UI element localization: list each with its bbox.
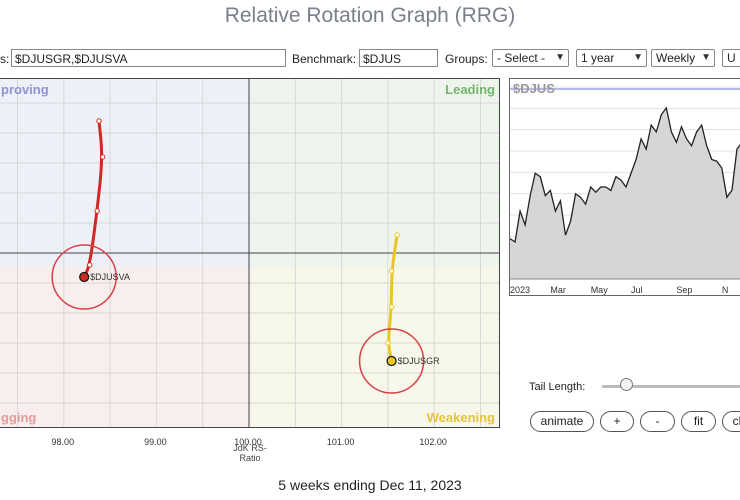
head-marker-djusva (79, 271, 90, 283)
symbols-input[interactable]: $DJUSGR,$DJUSVA (11, 49, 286, 67)
improving-label: proving (1, 82, 49, 97)
price-x-tick-label: N (722, 285, 729, 295)
price-x-tick-label: Mar (550, 285, 566, 295)
frequency-select[interactable]: Weekly ▼ (651, 49, 715, 67)
weakening-label: Weakening (426, 410, 495, 425)
tail-point-djusva (87, 262, 93, 268)
tail-point-djusva (100, 154, 106, 160)
rrg-x-tick-label: 102.00 (419, 437, 447, 447)
tail-line-djusgr (387, 233, 399, 363)
tail-point-djusva (96, 118, 102, 124)
groups-select[interactable]: - Select - ▼ (492, 49, 569, 67)
update-button[interactable]: U (722, 49, 740, 67)
highlight-ring-djusva (51, 244, 117, 310)
price-line (510, 106, 740, 244)
leading-label: Leading (445, 82, 495, 97)
groups-label: Groups: (445, 52, 488, 66)
rrg-plot-area[interactable]: $DJUSVA $DJUSGR proving Leading gging Wea… (0, 78, 500, 428)
tail-length-label: Tail Length: (529, 381, 586, 393)
price-x-tick-label: Jul (631, 285, 643, 295)
price-chart-svg: 2023 Mar May Jul Sep N (510, 86, 740, 295)
clear-button[interactable]: cl (722, 411, 740, 432)
rrg-x-tick-label: 100.00 (234, 437, 262, 447)
highlight-ring-djusgr (358, 328, 425, 394)
series-label-djusva: $DJUSVA (90, 272, 130, 282)
zoom-in-button[interactable]: + (600, 411, 634, 432)
rrg-x-tick-label: 99.00 (144, 437, 167, 447)
benchmark-price-chart: 2023 Mar May Jul Sep N $DJUS (509, 78, 740, 296)
rrg-chart-svg: $DJUSVA $DJUSGR (0, 79, 499, 427)
footer-date-range: 5 weeks ending Dec 11, 2023 (278, 477, 462, 493)
zoom-out-button[interactable]: - (640, 411, 675, 432)
chevron-down-icon: ▼ (701, 52, 711, 63)
quadrant-improving (0, 79, 252, 267)
tail-point-djusgr (385, 340, 391, 346)
price-x-tick-label: 2023 (510, 285, 530, 295)
tail-point-djusgr (388, 268, 395, 274)
animate-button[interactable]: animate (530, 411, 594, 432)
tail-point-djusgr (388, 304, 395, 310)
update-button-label: U (727, 51, 736, 65)
quadrant-weakening (252, 267, 499, 427)
tail-point-djusva (94, 208, 100, 214)
quadrant-lagging (0, 267, 252, 427)
lagging-label: gging (1, 410, 37, 425)
head-marker-djusgr (386, 355, 397, 367)
period-select-value: 1 year (581, 51, 615, 65)
quadrant-leading (252, 79, 499, 267)
rrg-x-axis: JdK RS-Ratio 98.00 99.00 100.00 101.00 102.0… (0, 430, 510, 463)
rrg-x-tick-label: 98.00 (51, 437, 75, 447)
price-chart-title: $DJUS (513, 81, 555, 96)
symbols-label: s: (0, 52, 10, 66)
price-x-tick-label: May (591, 285, 609, 295)
tail-point-djusgr (394, 232, 400, 238)
tail-line-djusva (82, 119, 104, 279)
chevron-down-icon: ▼ (555, 52, 565, 63)
period-select[interactable]: 1 year ▼ (576, 49, 647, 67)
rrg-x-axis-label: JdK RS-Ratio (233, 443, 267, 463)
price-area-fill (510, 107, 740, 279)
benchmark-label: Benchmark: (292, 52, 357, 66)
frequency-select-value: Weekly (656, 51, 696, 65)
page-title: Relative Rotation Graph (RRG) (224, 4, 516, 27)
groups-select-value: - Select - (497, 51, 546, 65)
tail-length-track (602, 385, 740, 388)
tail-length-slider[interactable] (620, 378, 633, 391)
price-x-tick-label: Sep (676, 285, 692, 295)
series-label-djusgr: $DJUSGR (398, 356, 441, 366)
control-bar: s: $DJUSGR,$DJUSVA Benchmark: $DJUS Grou… (0, 44, 740, 72)
benchmark-input[interactable]: $DJUS (359, 49, 438, 67)
chevron-down-icon: ▼ (633, 52, 643, 63)
fit-button[interactable]: fit (681, 411, 716, 432)
rrg-x-tick-label: 101.00 (326, 437, 355, 447)
